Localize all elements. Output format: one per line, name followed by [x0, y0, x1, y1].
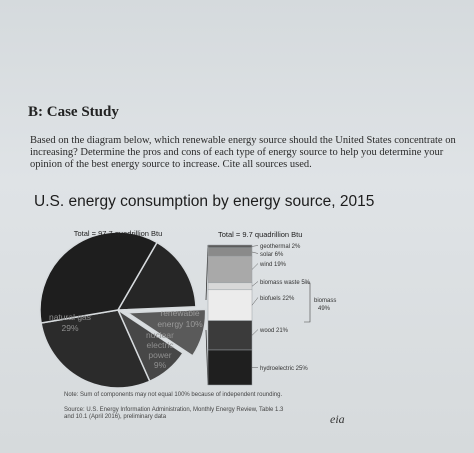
bar-segment-geothermal-2 [207, 244, 253, 249]
leader-wood-21 [251, 329, 259, 336]
leader-biofuels-22 [251, 297, 259, 306]
pie-label-power: power [148, 350, 171, 360]
chart-note: Note: Sum of components may not equal 10… [64, 392, 283, 398]
leader-solar-6 [251, 251, 259, 254]
bar-label-solar-6: solar 6% [260, 252, 284, 258]
pie-label-natural-gas: natural gas [49, 312, 91, 322]
eia-logo: eia [330, 412, 345, 426]
leader-biomass-waste-5 [251, 281, 259, 287]
bar-segment-biomass-waste-5 [207, 282, 253, 291]
chart-source: Source: U.S. Energy Information Administ… [64, 407, 284, 420]
pie-label-nuclear-pct: 9% [154, 360, 167, 370]
bar-segment-wind-19 [207, 255, 253, 284]
pie-total-label: Total = 97.7 quadrillion Btu [74, 229, 163, 238]
leader-wind-19 [251, 263, 259, 270]
pie-slice-petroleum [39, 231, 159, 324]
pie-slice-natural-gas [40, 309, 151, 389]
pie-slice-coal [116, 241, 197, 311]
bar-label-wood-21: wood 21% [259, 328, 289, 334]
biomass-bracket [304, 282, 311, 323]
bar-label-wind-19: wind 19% [259, 262, 287, 268]
breakdown-total-label: Total = 9.7 quadrillion Btu [218, 230, 302, 239]
connector-top [205, 244, 209, 301]
bar-segment-wood-21 [207, 320, 253, 351]
bar-segment-biofuels-22 [207, 289, 253, 321]
bar-segment-hydroelectric-25 [207, 349, 253, 386]
pie-label-electric: electric [147, 340, 175, 350]
case-study-heading: B: Case Study [28, 104, 119, 120]
chart-title: U.S. energy consumption by energy source… [34, 193, 375, 210]
pie-label-renewable: renewable [160, 308, 199, 318]
bar-label-biofuels-22: biofuels 22% [260, 296, 295, 302]
bar-label-biomass-waste-5: biomass waste 5% [260, 280, 311, 286]
leader-geothermal-2 [251, 245, 259, 247]
pie-label-nuclear: nuclear [146, 330, 174, 340]
connector-bottom [205, 329, 209, 386]
bar-label-geothermal-2: geothermal 2% [260, 244, 301, 250]
biomass-label: biomass [314, 298, 336, 304]
biomass-pct: 49% [318, 306, 331, 312]
case-study-prompt: Based on the diagram below, which renewa… [30, 135, 456, 170]
bar-segment-solar-6 [207, 247, 253, 257]
pie-slice-renewable-energy [125, 308, 207, 357]
pie-label-natural-gas-pct: 29% [61, 323, 78, 333]
pie-label-renewable-pct: energy 10% [157, 319, 203, 329]
bar-label-hydroelectric-25: hydroelectric 25% [260, 366, 308, 372]
